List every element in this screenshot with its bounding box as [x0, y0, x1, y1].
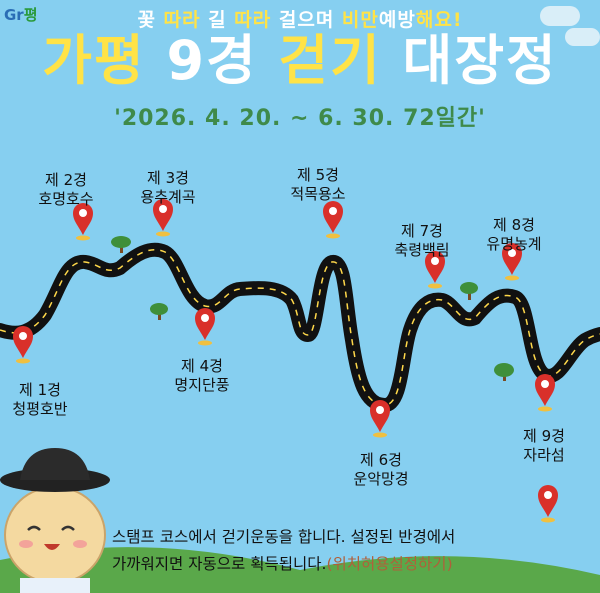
map-pin-icon: [323, 201, 343, 239]
spot-label-5: 제 5경 적목용소: [290, 166, 346, 203]
spot-label-2: 제 2경 호명호수: [38, 171, 94, 208]
mascot-character: [0, 448, 110, 593]
location-permission-link[interactable]: (위치허용설정하기): [326, 555, 453, 573]
map-pin-icon: [425, 251, 445, 289]
cloud-icon: [540, 6, 580, 26]
spot-label-4: 제 4경 명지단풍: [174, 357, 230, 394]
spot-label-3: 제 3경 용추계곡: [140, 169, 196, 206]
map-pin-icon: [153, 199, 173, 237]
tree-icon: [111, 236, 131, 253]
spot-label-9: 제 9경 자라섬: [523, 427, 565, 464]
description: 스탬프 코스에서 걷기운동을 합니다. 설정된 반경에서 가까워지면 자동으로 …: [112, 528, 456, 573]
road: [0, 242, 600, 413]
gapyeong-logo: Gr평: [4, 6, 38, 24]
spot-label-8: 제 8경 유명농계: [486, 216, 542, 253]
tree-icon: [494, 363, 514, 381]
subtitle: 꽃 따라 길 따라 걸으며 비만예방해요!: [137, 9, 463, 31]
page-title: 가평 9경 걷기 대장정: [42, 29, 558, 92]
map-pin-icon: [195, 308, 215, 346]
map-pin-icon: [502, 243, 522, 281]
spot-label-1: 제 1경 청평호반: [12, 381, 68, 418]
hill: [0, 547, 600, 593]
map-pin-icon: [538, 485, 558, 523]
spot-label-6: 제 6경 운악망경: [353, 451, 409, 488]
map-pin-icon: [535, 374, 555, 412]
tree-icon: [460, 282, 478, 300]
event-period: '2026. 4. 20. ~ 6. 30. 72일간': [114, 106, 486, 131]
map-pin-icon: [370, 400, 390, 438]
map-pin-icon: [13, 325, 33, 364]
tree-icon: [150, 303, 168, 320]
cloud-icon: [565, 28, 600, 46]
map-pin-icon: [73, 203, 93, 241]
spot-label-7: 제 7경 축령백림: [394, 222, 450, 259]
